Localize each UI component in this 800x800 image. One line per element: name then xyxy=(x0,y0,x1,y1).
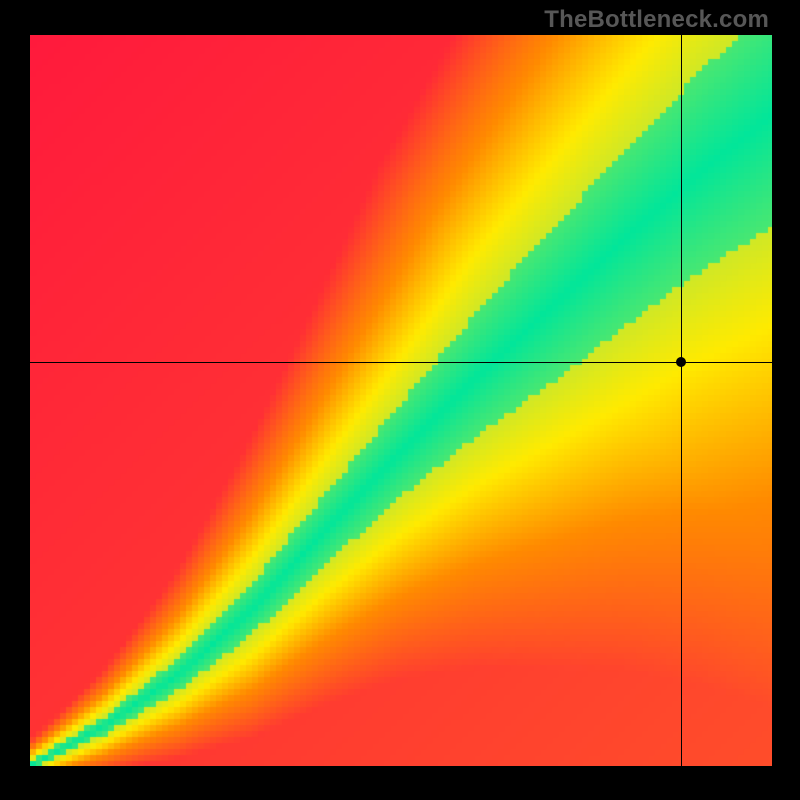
crosshair-horizontal xyxy=(30,362,772,363)
heatmap-plot xyxy=(30,35,772,766)
watermark-text: TheBottleneck.com xyxy=(544,6,769,34)
heatmap-canvas xyxy=(30,35,772,766)
crosshair-marker[interactable] xyxy=(676,357,686,367)
crosshair-vertical xyxy=(681,35,682,766)
